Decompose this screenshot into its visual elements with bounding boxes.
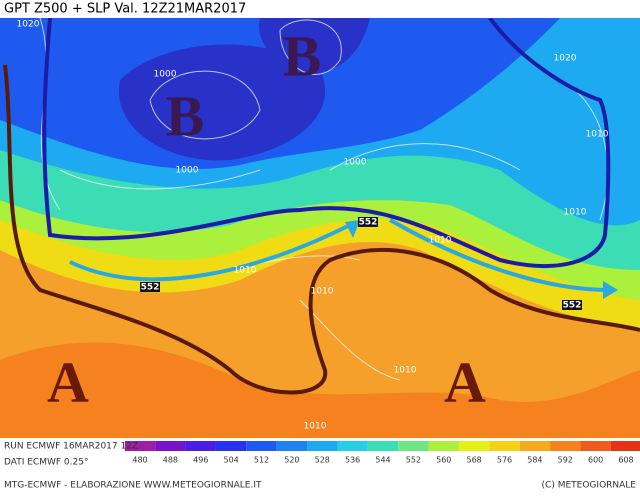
colorbar-label: 488 — [163, 456, 178, 465]
isobar-label: 1010 — [304, 422, 327, 432]
colorbar-label: 528 — [315, 456, 330, 465]
credit: MTG-ECMWF - ELABORAZIONE WWW.METEOGIORNA… — [4, 481, 262, 491]
isobar-label: 1010 — [394, 366, 417, 376]
colorbar-swatch — [246, 441, 277, 451]
isobar-label: 1000 — [176, 166, 199, 176]
data-source: DATI ECMWF 0.25° — [4, 458, 88, 468]
colorbar-label: 544 — [375, 456, 390, 465]
pressure-center: A — [444, 349, 486, 414]
height-label: 552 — [359, 218, 378, 228]
isobar-label: 990 — [316, 1, 333, 11]
colorbar-swatch — [276, 441, 308, 451]
colorbar-swatch — [155, 441, 186, 451]
isobar-label: 1020 — [554, 54, 577, 64]
isobar-label: 1020 — [17, 20, 40, 30]
run-info: RUN ECMWF 16MAR2017 12Z — [4, 442, 138, 452]
colorbar-swatch — [337, 441, 368, 451]
colorbar-swatch — [307, 441, 338, 451]
pressure-center: B — [283, 23, 322, 88]
pressure-center: B — [166, 83, 205, 148]
colorbar-label: 568 — [466, 456, 481, 465]
isobar-label: 1010 — [311, 287, 334, 297]
colorbar-swatch — [458, 441, 490, 451]
height-label: 552 — [563, 301, 582, 311]
colorbar-label: 520 — [284, 456, 299, 465]
colorbar-swatch — [398, 441, 429, 451]
height-label-box — [562, 300, 582, 310]
colorbar-label: 552 — [406, 456, 421, 465]
colorbar-swatch — [185, 441, 216, 451]
colorbar-label: 576 — [497, 456, 512, 465]
isobar-label: 1010 — [586, 130, 609, 140]
isobar-label: 1010 — [234, 266, 257, 276]
colorbar-label: 496 — [193, 456, 208, 465]
isobar-label: 1000 — [344, 158, 367, 168]
height-label-box — [358, 217, 378, 227]
colorbar-label: 592 — [558, 456, 573, 465]
isobar-label: 1010 — [564, 208, 587, 218]
colorbar: 480 488 496 504 512 520 528 536 544 552 560 568 576 5… — [124, 441, 640, 465]
colorbar-label: 560 — [436, 456, 451, 465]
colorbar-swatch — [550, 441, 581, 451]
map-title: GPT Z500 + SLP Val. 12Z21MAR2017 — [4, 2, 246, 17]
colorbar-swatch — [610, 441, 640, 451]
height-label-box — [140, 282, 160, 292]
map-field — [0, 18, 640, 438]
colorbar-swatch — [124, 441, 156, 451]
height-label: 552 — [141, 283, 160, 293]
colorbar-label: 584 — [527, 456, 542, 465]
colorbar-swatch — [489, 441, 520, 451]
colorbar-label: 512 — [254, 456, 269, 465]
colorbar-label: 480 — [132, 456, 147, 465]
colorbar-swatch — [367, 441, 399, 451]
colorbar-label: 504 — [223, 456, 238, 465]
colorbar-swatch — [580, 441, 611, 451]
colorbar-label: 600 — [588, 456, 603, 465]
copyright: (C) METEOGIORNALE — [542, 481, 637, 491]
colorbar-swatch — [519, 441, 551, 451]
isobar-label: 1010 — [429, 236, 452, 246]
colorbar-swatch — [215, 441, 247, 451]
colorbar-label: 608 — [618, 456, 633, 465]
colorbar-swatch — [428, 441, 459, 451]
pressure-center: A — [47, 349, 89, 414]
colorbar-label: 536 — [345, 456, 360, 465]
isobar-label: 1000 — [154, 70, 177, 80]
